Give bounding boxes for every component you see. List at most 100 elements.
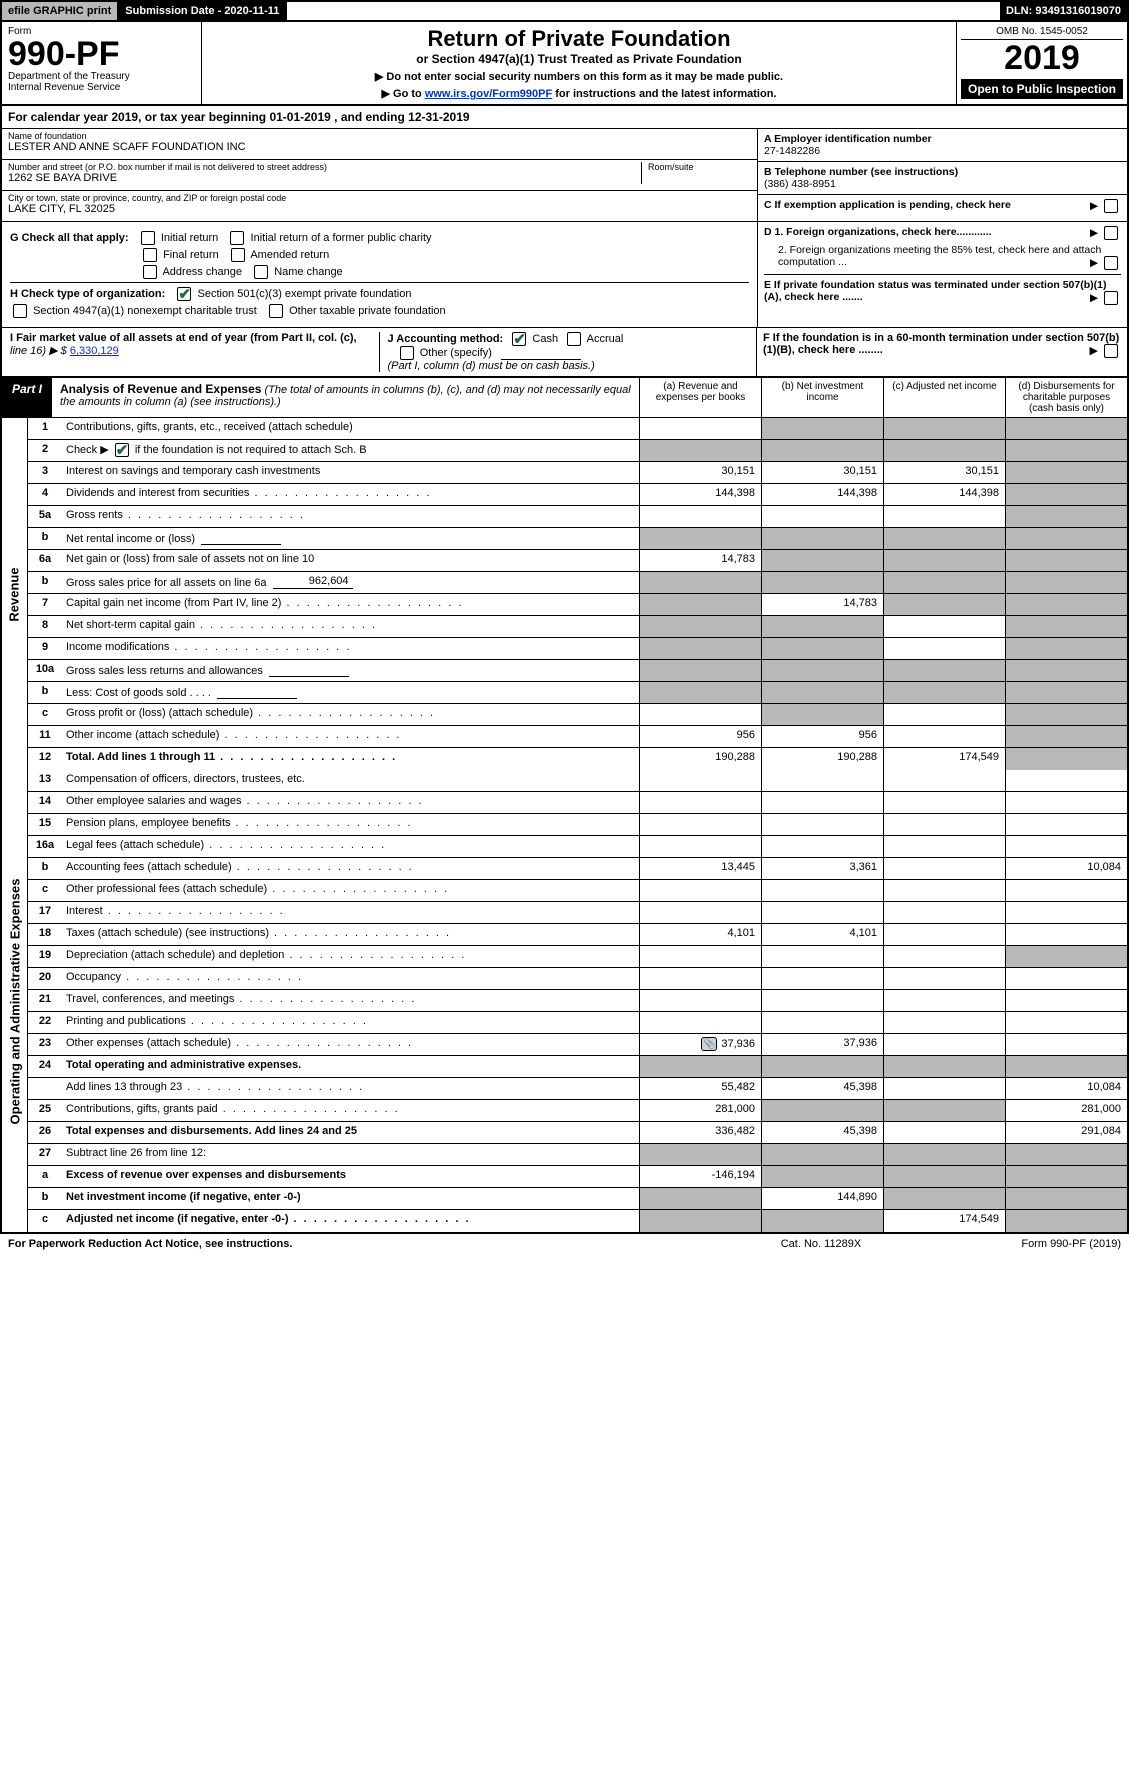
ln-4: 4 xyxy=(28,484,62,505)
ln-22: 22 xyxy=(28,1012,62,1033)
r17-d xyxy=(1005,902,1127,923)
h-label: H Check type of organization: xyxy=(10,288,165,300)
desc-11: Other income (attach schedule) xyxy=(62,726,639,747)
g-address-checkbox[interactable] xyxy=(143,265,157,279)
entity-right: A Employer identification number 27-1482… xyxy=(757,129,1127,221)
form990pf-link[interactable]: www.irs.gov/Form990PF xyxy=(425,88,552,100)
header-right: OMB No. 1545-0052 2019 Open to Public In… xyxy=(957,22,1127,104)
i-value-link[interactable]: 6,330,129 xyxy=(70,345,119,357)
r27b-c xyxy=(883,1188,1005,1209)
j-accrual-checkbox[interactable] xyxy=(567,332,581,346)
r6a-b xyxy=(761,550,883,571)
form-title: Return of Private Foundation xyxy=(210,26,948,52)
h-501c3-checkbox[interactable] xyxy=(177,287,191,301)
r6b-d xyxy=(1005,572,1127,593)
row-19: 19 Depreciation (attach schedule) and de… xyxy=(28,946,1127,968)
row-16b: b Accounting fees (attach schedule) 13,4… xyxy=(28,858,1127,880)
h-4947-checkbox[interactable] xyxy=(13,304,27,318)
ln-8: 8 xyxy=(28,616,62,637)
j-other-input[interactable] xyxy=(501,346,581,360)
r10b-inline[interactable] xyxy=(217,685,297,699)
r10a-inline[interactable] xyxy=(269,663,349,677)
footer-right: Form 990-PF (2019) xyxy=(921,1238,1121,1250)
ln-3: 3 xyxy=(28,462,62,483)
ij-left: I Fair market value of all assets at end… xyxy=(2,328,757,376)
r27a-a: -146,194 xyxy=(639,1166,761,1187)
r16c-b xyxy=(761,880,883,901)
g-initial-former-checkbox[interactable] xyxy=(230,231,244,245)
r11-a: 956 xyxy=(639,726,761,747)
phone-label: B Telephone number (see instructions) xyxy=(764,166,958,178)
r24-d xyxy=(1005,1056,1127,1077)
r24b-c xyxy=(883,1078,1005,1099)
r6a-c xyxy=(883,550,1005,571)
c-label: C If exemption application is pending, c… xyxy=(764,199,1011,211)
r23-c xyxy=(883,1034,1005,1055)
desc-2: Check ▶ if the foundation is not require… xyxy=(62,440,639,461)
open-public-badge: Open to Public Inspection xyxy=(961,79,1123,99)
ln-10b: b xyxy=(28,682,62,703)
row-15: 15 Pension plans, employee benefits xyxy=(28,814,1127,836)
ln-16a: 16a xyxy=(28,836,62,857)
desc-9: Income modifications xyxy=(62,638,639,659)
d1-checkbox[interactable] xyxy=(1104,226,1118,240)
r1-d xyxy=(1005,418,1127,439)
r24b-d: 10,084 xyxy=(1005,1078,1127,1099)
r2-checkbox[interactable] xyxy=(115,443,129,457)
desc-1: Contributions, gifts, grants, etc., rece… xyxy=(62,418,639,439)
r14-c xyxy=(883,792,1005,813)
row-22: 22 Printing and publications xyxy=(28,1012,1127,1034)
ln-27b: b xyxy=(28,1188,62,1209)
r12-d xyxy=(1005,748,1127,770)
expenses-label-text: Operating and Administrative Expenses xyxy=(7,878,22,1124)
r24-c xyxy=(883,1056,1005,1077)
efile-print-button[interactable]: efile GRAPHIC print xyxy=(2,2,119,20)
r2-d xyxy=(1005,440,1127,461)
f-checkbox[interactable] xyxy=(1104,344,1118,358)
r3-c: 30,151 xyxy=(883,462,1005,483)
row-20: 20 Occupancy xyxy=(28,968,1127,990)
r24-b xyxy=(761,1056,883,1077)
attachment-icon[interactable]: 📎 xyxy=(701,1037,717,1051)
ln-24b xyxy=(28,1078,62,1099)
d2-label: 2. Foreign organizations meeting the 85%… xyxy=(778,244,1101,268)
part1-header: Part I Analysis of Revenue and Expenses … xyxy=(0,378,1129,418)
row-27a: a Excess of revenue over expenses and di… xyxy=(28,1166,1127,1188)
g-amended-checkbox[interactable] xyxy=(231,248,245,262)
r27c-c: 174,549 xyxy=(883,1210,1005,1232)
omb-number: OMB No. 1545-0052 xyxy=(961,24,1123,40)
row-26: 26 Total expenses and disbursements. Add… xyxy=(28,1122,1127,1144)
g-final-checkbox[interactable] xyxy=(143,248,157,262)
c-checkbox[interactable] xyxy=(1104,199,1118,213)
desc-25: Contributions, gifts, grants paid xyxy=(62,1100,639,1121)
r18-a: 4,101 xyxy=(639,924,761,945)
phone-value: (386) 438-8951 xyxy=(764,178,836,190)
ln-13: 13 xyxy=(28,770,62,791)
footer-left: For Paperwork Reduction Act Notice, see … xyxy=(8,1238,721,1250)
d2-checkbox[interactable] xyxy=(1104,256,1118,270)
r7-d xyxy=(1005,594,1127,615)
ln-10a: 10a xyxy=(28,660,62,681)
h-other-checkbox[interactable] xyxy=(269,304,283,318)
ln-12: 12 xyxy=(28,748,62,770)
r10b-b xyxy=(761,682,883,703)
row-1: 1 Contributions, gifts, grants, etc., re… xyxy=(28,418,1127,440)
r10a-c xyxy=(883,660,1005,681)
exemption-pending-cell: C If exemption application is pending, c… xyxy=(758,195,1127,215)
r10a-b xyxy=(761,660,883,681)
g-initial-checkbox[interactable] xyxy=(141,231,155,245)
r13-a xyxy=(639,770,761,791)
r5b-c xyxy=(883,528,1005,549)
ln-11: 11 xyxy=(28,726,62,747)
r9-b xyxy=(761,638,883,659)
e-checkbox[interactable] xyxy=(1104,291,1118,305)
desc-2b: if the foundation is not required to att… xyxy=(135,444,367,456)
r5b-inline[interactable] xyxy=(201,531,281,545)
j-other-checkbox[interactable] xyxy=(400,346,414,360)
desc-10c: Gross profit or (loss) (attach schedule) xyxy=(62,704,639,725)
r10c-b xyxy=(761,704,883,725)
g-name-checkbox[interactable] xyxy=(254,265,268,279)
j-cash-checkbox[interactable] xyxy=(512,332,526,346)
row-6b: b Gross sales price for all assets on li… xyxy=(28,572,1127,594)
r18-c xyxy=(883,924,1005,945)
